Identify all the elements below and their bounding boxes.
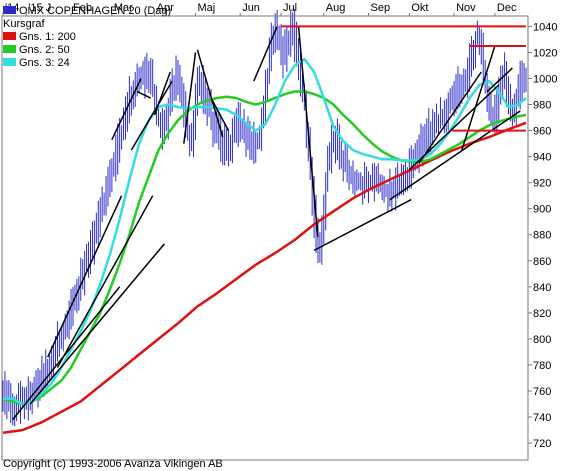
y-tick-label: 740 <box>533 412 551 424</box>
legend-label-gns50: Gns. 2: 50 <box>19 44 70 56</box>
legend-swatch-gns200 <box>3 32 16 40</box>
trendline <box>389 110 521 201</box>
y-tick-label: 720 <box>533 438 551 450</box>
ma-line-gns200 <box>2 121 527 434</box>
legend-swatch-price <box>3 6 16 14</box>
trendline <box>418 71 482 164</box>
y-tick-label: 1040 <box>533 21 557 33</box>
ma-line-gns24 <box>3 57 527 406</box>
y-tick-label: 760 <box>533 386 551 398</box>
y-tick-label: 780 <box>533 360 551 372</box>
y-tick-label: 940 <box>533 152 551 164</box>
trendline <box>313 198 412 252</box>
x-tick-label: Nov <box>456 2 476 14</box>
x-tick-label: Aug <box>326 2 346 14</box>
resistance-lines <box>281 25 526 132</box>
y-tick-label: 800 <box>533 334 551 346</box>
y-tick-label: 920 <box>533 178 551 190</box>
trendline <box>297 26 319 238</box>
trendline <box>29 243 165 405</box>
y-tick-label: 880 <box>533 230 551 242</box>
x-tick-label: Feb <box>73 2 92 14</box>
legend-swatch-gns50 <box>3 45 16 53</box>
y-tick-label: 820 <box>533 308 551 320</box>
x-tick-label: Sep <box>371 2 391 14</box>
trendline <box>210 97 230 131</box>
trendline <box>136 90 152 99</box>
legend: OMX COPENHAGEN 20 (Dag) Kursgraf Gns. 1:… <box>3 5 171 69</box>
trendlines <box>12 26 521 421</box>
x-tick-label: Mar <box>114 2 133 14</box>
trendline <box>196 49 224 138</box>
trendline <box>56 195 154 368</box>
x-axis: '14'15 JFebMarAprMajJunJulAugSepOktNovDe… <box>2 2 517 16</box>
chart-subtitle: Kursgraf <box>3 18 46 30</box>
y-tick-label: 840 <box>533 282 551 294</box>
x-tick-label: Apr <box>157 2 174 14</box>
y-tick-label: 960 <box>533 126 551 138</box>
y-tick-label: 1020 <box>533 47 557 59</box>
x-tick-label: Jul <box>283 2 297 14</box>
y-tick-label: 980 <box>533 100 551 112</box>
plot-frame <box>1 15 529 461</box>
x-tick-label: Okt <box>411 2 428 14</box>
trendline <box>111 78 142 141</box>
x-tick-label: '15 J <box>28 2 51 14</box>
y-tick-label: 900 <box>533 204 551 216</box>
x-tick-label: Jun <box>242 2 260 14</box>
trendline <box>253 26 278 82</box>
legend-label-gns200: Gns. 1: 200 <box>19 31 76 43</box>
trendline <box>130 80 173 151</box>
trendline <box>47 195 123 358</box>
legend-swatch-gns24 <box>3 58 16 66</box>
y-axis: 720 740 760 780 800 820 840 860 880 900 920 940 960 9… <box>528 21 557 450</box>
chart-title: OMX COPENHAGEN 20 (Dag) <box>19 5 171 17</box>
x-tick-label: Maj <box>197 2 215 14</box>
trendline <box>461 45 496 151</box>
trendline <box>486 67 513 93</box>
y-tick-label: 1000 <box>533 73 557 85</box>
legend-label-gns24: Gns. 3: 24 <box>19 57 70 69</box>
copyright-text: Copyright (c) 1993-2006 Avanza Vikingen … <box>3 458 223 470</box>
y-tick-label: 860 <box>533 256 551 268</box>
x-tick-label: Dec <box>497 2 517 14</box>
trendline <box>183 52 197 144</box>
trendline <box>153 71 171 116</box>
